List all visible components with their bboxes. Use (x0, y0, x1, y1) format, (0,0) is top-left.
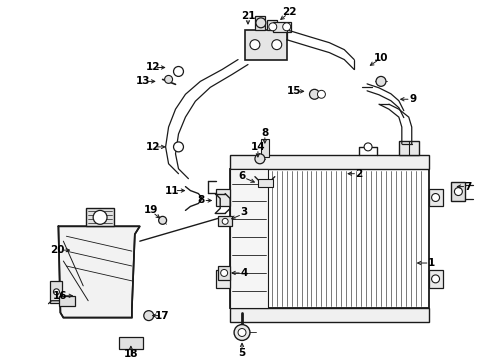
Text: 12: 12 (146, 142, 160, 152)
Bar (429, 189, 442, 206)
Bar (218, 216, 232, 226)
Circle shape (283, 23, 291, 31)
Bar (273, 22, 291, 32)
Bar (230, 308, 429, 321)
Circle shape (376, 76, 386, 86)
Text: 1: 1 (428, 258, 435, 268)
Bar (255, 16, 265, 30)
Text: 13: 13 (136, 76, 150, 86)
Text: 18: 18 (123, 349, 138, 359)
Bar (267, 20, 277, 30)
Circle shape (256, 18, 266, 28)
Bar (50, 281, 62, 303)
Circle shape (173, 67, 183, 76)
Bar (119, 337, 143, 349)
Bar (230, 169, 429, 308)
Bar (218, 266, 230, 280)
Bar (230, 155, 429, 169)
Text: 14: 14 (250, 142, 265, 152)
Text: 19: 19 (144, 206, 158, 215)
Text: 4: 4 (240, 268, 247, 278)
Bar (230, 169, 268, 308)
Circle shape (220, 270, 228, 276)
Text: 21: 21 (241, 11, 255, 21)
Circle shape (238, 329, 246, 337)
Text: 9: 9 (409, 94, 416, 104)
Circle shape (173, 142, 183, 152)
Bar (59, 296, 75, 306)
Text: 16: 16 (53, 291, 68, 301)
Circle shape (318, 90, 325, 98)
Text: 11: 11 (165, 185, 180, 195)
Circle shape (159, 216, 167, 224)
Circle shape (255, 154, 265, 164)
Text: 12: 12 (146, 63, 160, 72)
Text: 3: 3 (241, 207, 247, 217)
Circle shape (250, 40, 260, 50)
Bar (261, 139, 269, 157)
Text: 2: 2 (356, 169, 363, 179)
Circle shape (53, 289, 59, 295)
Circle shape (364, 143, 372, 151)
Circle shape (310, 89, 319, 99)
Text: 8: 8 (197, 195, 205, 206)
Circle shape (222, 219, 228, 224)
Text: 7: 7 (465, 181, 472, 192)
Bar (451, 182, 466, 202)
Text: 8: 8 (261, 128, 269, 138)
Circle shape (269, 23, 277, 31)
Bar (258, 179, 273, 186)
Circle shape (432, 194, 440, 202)
Text: 15: 15 (286, 86, 301, 96)
Bar (245, 30, 287, 59)
Circle shape (234, 325, 250, 341)
Circle shape (93, 210, 107, 224)
Circle shape (454, 188, 463, 195)
Text: 6: 6 (239, 171, 245, 181)
Circle shape (165, 76, 172, 84)
Text: 10: 10 (374, 53, 388, 63)
Polygon shape (58, 226, 140, 318)
Bar (429, 270, 442, 288)
Bar (399, 141, 418, 155)
Circle shape (272, 40, 282, 50)
Circle shape (432, 275, 440, 283)
Circle shape (144, 311, 154, 321)
Bar (216, 270, 230, 288)
Text: 17: 17 (155, 311, 170, 321)
Text: 22: 22 (282, 7, 297, 17)
Bar (86, 208, 114, 226)
Bar (216, 189, 230, 206)
Text: 20: 20 (50, 245, 65, 255)
Text: 5: 5 (239, 348, 245, 358)
